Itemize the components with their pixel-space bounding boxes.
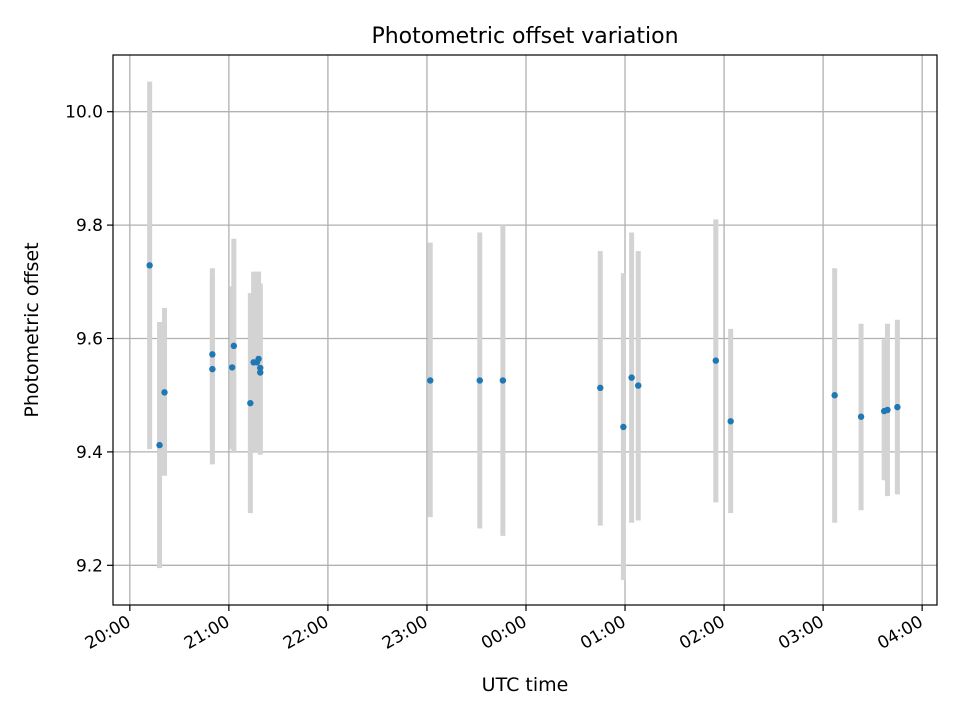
data-point [884, 406, 891, 414]
data-point [247, 399, 254, 407]
y-tick-label: 9.8 [76, 216, 103, 236]
y-tick-label: 9.6 [76, 330, 103, 350]
data-point [894, 403, 901, 411]
data-point [476, 377, 483, 384]
x-axis-label: UTC time [482, 674, 569, 696]
data-point [146, 262, 153, 269]
data-point [209, 365, 216, 373]
data-point [727, 418, 734, 425]
data-point [161, 389, 168, 396]
data-point [427, 377, 434, 384]
plot-frame [112, 54, 938, 606]
data-point [257, 369, 264, 376]
data-point [255, 355, 262, 363]
data-points [146, 262, 901, 449]
data-point [499, 377, 507, 384]
data-point [635, 382, 642, 389]
y-axis-ticks: 9.2 9.4 9.6 9.8 10.0 [65, 103, 113, 576]
chart-title: Photometric offset variation [371, 24, 678, 49]
data-point [620, 423, 627, 431]
y-tick-label: 9.2 [76, 556, 103, 576]
data-point [831, 392, 838, 399]
data-point [257, 364, 264, 372]
y-axis-label: Photometric offset [21, 242, 43, 417]
y-tick-label: 9.4 [76, 443, 103, 463]
data-point [597, 384, 604, 392]
data-point [156, 441, 163, 449]
grid-lines [113, 55, 937, 605]
data-point [209, 351, 216, 358]
data-point [230, 342, 238, 350]
data-point [628, 374, 635, 381]
data-point [228, 364, 236, 371]
data-point [712, 357, 720, 364]
y-tick-label: 10.0 [65, 103, 103, 123]
data-point [857, 413, 865, 420]
